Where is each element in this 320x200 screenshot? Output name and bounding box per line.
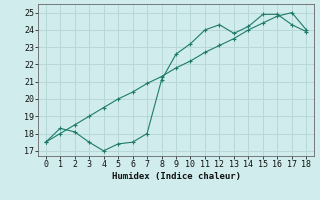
X-axis label: Humidex (Indice chaleur): Humidex (Indice chaleur)	[111, 172, 241, 181]
